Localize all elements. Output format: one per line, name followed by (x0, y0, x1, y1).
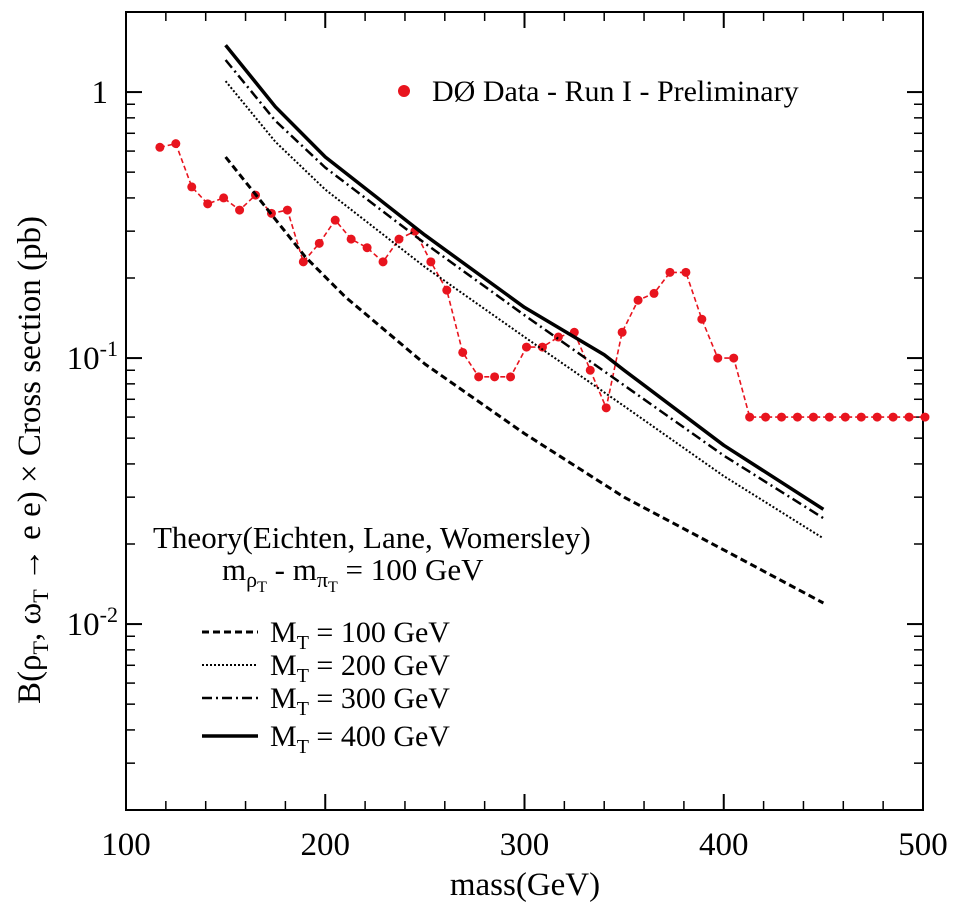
legend-label-mt200: MT = 200 GeV (270, 649, 450, 687)
data-point (649, 288, 659, 298)
data-point (792, 412, 802, 422)
plot-border (125, 11, 924, 811)
data-point (330, 215, 340, 225)
data-point (888, 412, 898, 422)
data-point (490, 372, 500, 382)
data-point (346, 234, 356, 244)
x-tick-label: 300 (500, 827, 550, 863)
data-point (442, 285, 452, 295)
data-point (840, 412, 850, 422)
y-tick-label: 10-1 (67, 336, 118, 377)
data-point (282, 205, 292, 215)
data-point (872, 412, 882, 422)
data-point (920, 412, 930, 422)
legend-label-mt300: MT = 300 GeV (270, 682, 450, 720)
data-point (187, 182, 197, 192)
x-axis-title: mass(GeV) (450, 867, 600, 903)
data-point (474, 372, 484, 382)
data-point (665, 267, 675, 277)
data-point (585, 365, 595, 375)
x-tick-label: 400 (699, 827, 749, 863)
theory-title: Theory(Eichten, Lane, Womersley) (153, 520, 591, 555)
data-point (298, 257, 308, 267)
data-point (378, 257, 388, 267)
y-axis-title: B(ρT, ωT → e e) × Cross section (pb) (12, 216, 53, 704)
data-point (633, 295, 643, 305)
data-point (219, 193, 229, 203)
x-tick-label: 500 (898, 827, 948, 863)
theory-legend: MT = 100 GeV MT = 200 GeV MT = 300 GeV M… (202, 616, 450, 758)
theory-curve-mt-200-gev (224, 80, 824, 540)
data-point (362, 243, 372, 253)
x-tick-label: 200 (301, 827, 351, 863)
data-point (314, 238, 324, 248)
data-point (521, 342, 531, 352)
data-point (171, 139, 181, 149)
data-point (729, 353, 739, 363)
series-layer (155, 44, 930, 605)
theory-condition: mρT - mπT = 100 GeV (222, 552, 484, 596)
theory-curve-mt-400-gev (224, 44, 825, 511)
y-tick-label: 1 (92, 75, 109, 111)
x-tick-label: 100 (101, 827, 151, 863)
data-point (617, 327, 627, 337)
plot-frame (125, 11, 924, 811)
data-series-line (159, 142, 925, 418)
axis-ticks: 100 200 300 400 500 1 10-1 10-2 (67, 11, 948, 863)
data-legend-marker (398, 85, 410, 97)
data-point (681, 267, 691, 277)
data-point (203, 199, 213, 209)
data-point (777, 412, 787, 422)
data-point (761, 412, 771, 422)
legend-label-mt100: MT = 100 GeV (270, 616, 450, 654)
data-point (808, 412, 818, 422)
data-point (553, 332, 563, 342)
data-point (506, 372, 516, 382)
data-point (697, 314, 707, 324)
data-point (155, 142, 165, 152)
data-point (426, 257, 436, 267)
data-point (824, 412, 834, 422)
data-point (745, 412, 755, 422)
y-tick-label: 10-2 (67, 602, 118, 643)
data-point (235, 205, 245, 215)
data-point (537, 342, 547, 352)
data-point (856, 412, 866, 422)
data-point (394, 234, 404, 244)
data-point (601, 403, 611, 413)
legend-label-mt400: MT = 400 GeV (270, 720, 450, 758)
data-point (904, 412, 914, 422)
theory-curve-mt-300-gev (224, 59, 825, 520)
data-point (713, 353, 723, 363)
data-legend-label: DØ Data - Run I - Preliminary (432, 75, 799, 108)
theory-curve-mt-100-gev (224, 156, 825, 605)
data-point (458, 347, 468, 357)
